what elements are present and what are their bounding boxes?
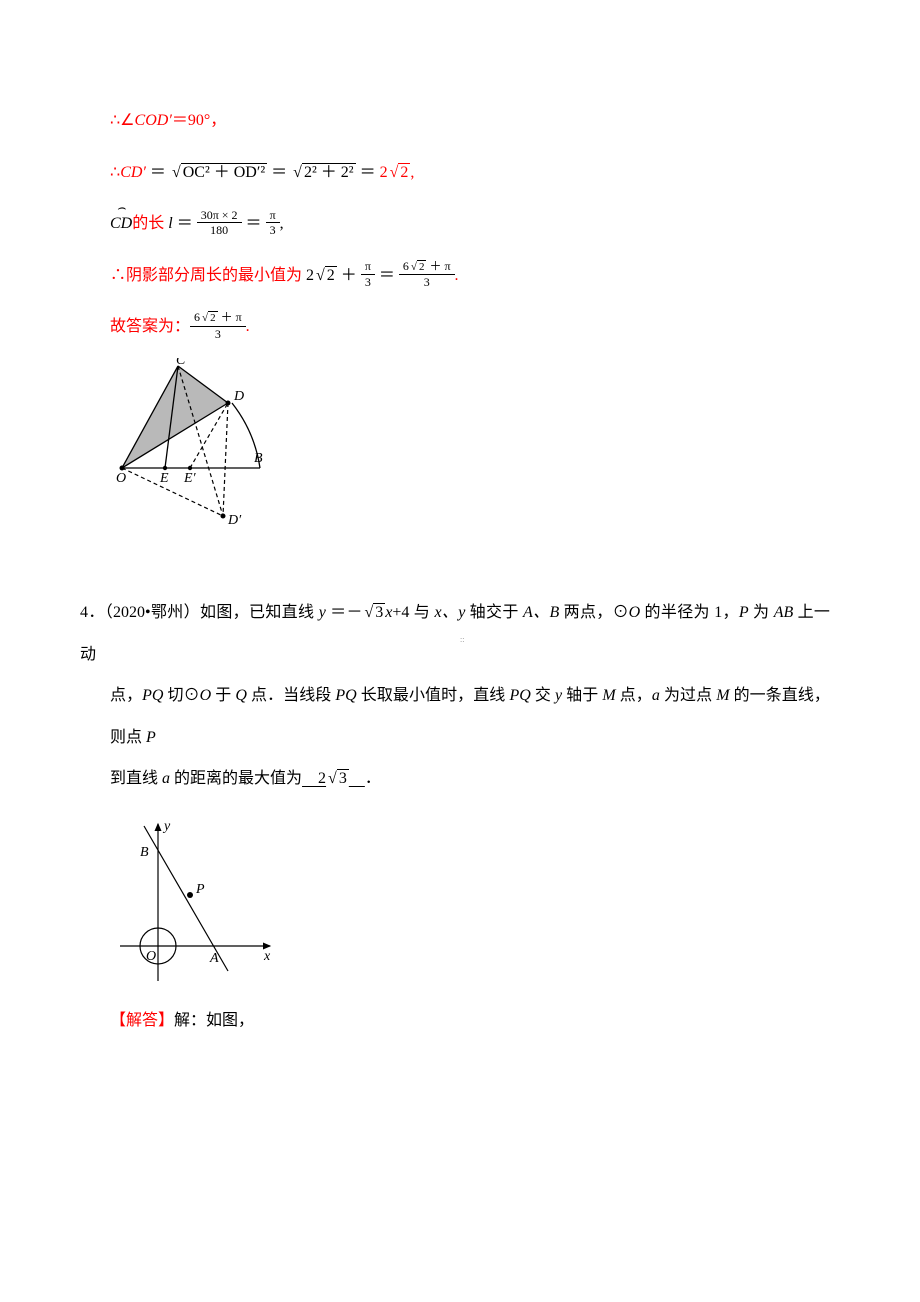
diagram-line-circle: O A B P x y <box>110 816 830 990</box>
sqrt-oc-od: OC² ＋ OD′² <box>170 152 267 194</box>
page-center-marker: :: <box>460 630 464 651</box>
solution-start: 【解答】解：如图， <box>110 1000 830 1042</box>
line-cd-length: ∴CD′ ＝ OC² ＋ OD′² ＝ 2² ＋ 2² ＝ 22, <box>110 152 830 194</box>
svg-text:O: O <box>116 471 126 486</box>
sqrt-3: 3 <box>363 592 386 634</box>
frac-pi-3-b: π3 <box>361 259 375 289</box>
line-perimeter-min: ∴阴影部分周长的最小值为 22 ＋ π3 ＝ 62 ＋ π3. <box>110 255 830 297</box>
problem-4: 4．（2020•鄂州）如图，已知直线 y ＝－3x+4 与 x、y 轴交于 A、… <box>80 592 830 800</box>
solution-label: 【解答】 <box>110 1012 174 1029</box>
svg-text:E: E <box>159 471 169 486</box>
problem-number: 4． <box>80 604 105 621</box>
svg-text:A: A <box>209 951 219 966</box>
result-2root2: 22 <box>380 164 411 181</box>
svg-text:E′: E′ <box>183 471 197 486</box>
diagram-triangle-arc: O E E′ B C D D′ <box>110 358 830 532</box>
problem-source: （2020•鄂州） <box>105 604 200 621</box>
svg-text:O: O <box>146 949 156 964</box>
frac-pi-3: π3 <box>266 208 280 238</box>
svg-diagram1: O E E′ B C D D′ <box>110 358 270 528</box>
line-arc-length: CD的长 l ＝ 30π × 2180 ＝ π3, <box>110 203 830 245</box>
svg-text:P: P <box>195 882 205 897</box>
svg-text:D: D <box>233 389 244 404</box>
term-2root2: 22 <box>306 267 337 284</box>
answer-blank: 23 <box>302 770 365 787</box>
svg-text:y: y <box>162 819 171 834</box>
sqrt-2sq-2sq: 2² ＋ 2² <box>291 152 355 194</box>
svg-text:B: B <box>254 451 263 466</box>
svg-diagram2: O A B P x y <box>110 816 280 986</box>
line-answer: 故答案为：62 ＋ π3. <box>110 306 830 348</box>
svg-text:B: B <box>140 845 149 860</box>
arc-cd: CD <box>110 203 132 245</box>
svg-text:D′: D′ <box>227 513 242 528</box>
line-angle-cod: ∴∠COD′＝90°， <box>110 100 830 142</box>
svg-text:C: C <box>176 358 186 368</box>
svg-text:x: x <box>263 949 271 964</box>
page: ∴∠COD′＝90°， ∴CD′ ＝ OC² ＋ OD′² ＝ 2² ＋ 2² … <box>0 0 920 1302</box>
frac-answer: 62 ＋ π3 <box>190 310 246 341</box>
frac-30pi-180: 30π × 2180 <box>197 208 242 238</box>
frac-final: 62 ＋ π3 <box>399 259 455 290</box>
